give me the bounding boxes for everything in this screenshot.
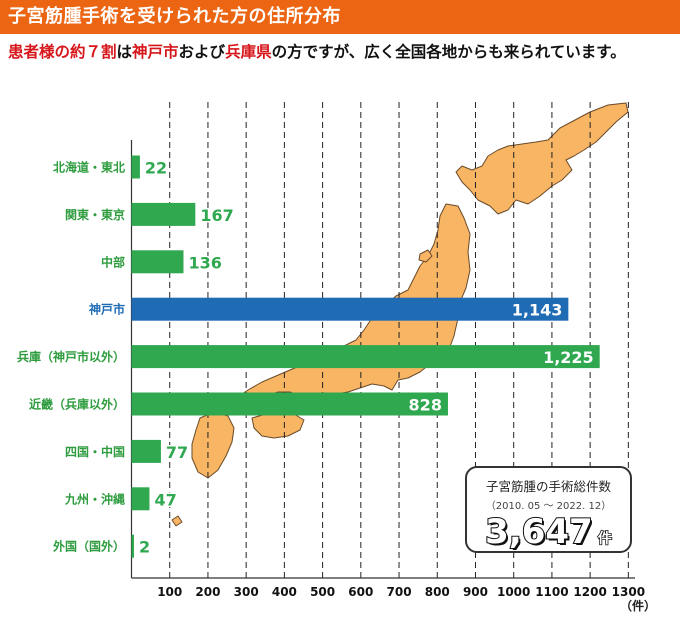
bar [131, 155, 140, 179]
x-tick-label: 1000 [497, 585, 530, 599]
total-period: （2010. 05 ～ 2022. 12） [485, 501, 612, 512]
x-tick-label: 300 [234, 585, 259, 599]
x-axis-unit: （件） [620, 598, 656, 613]
value-label: 828 [409, 396, 442, 415]
bar [131, 534, 134, 558]
value-labels: 22 167 136 1,143 1,225 828 77 47 2 [138, 157, 594, 558]
total-value: 3,647 [484, 511, 594, 553]
category-label: 四国・中国 [65, 444, 125, 459]
kyushu-shape [191, 411, 235, 479]
subtitle-text-3: の方ですが、広く全国各地からも来られています。 [271, 43, 626, 61]
sado-island-shape [418, 249, 433, 263]
subtitle: 患者様の約７割は神戸市および兵庫県の方ですが、広く全国各地からも来られています。 [8, 42, 672, 63]
hokkaido-shape [455, 102, 629, 215]
subtitle-text-1: は [116, 43, 133, 61]
category-label: 近畿（兵庫以外） [29, 397, 125, 412]
value-label: 136 [188, 253, 221, 272]
x-tick-label: 1100 [535, 585, 568, 599]
bar [131, 439, 161, 463]
category-label: 兵庫（神戸市以外） [17, 349, 125, 364]
okinawa-island-shape [171, 515, 183, 527]
category-label: 中部 [101, 254, 125, 269]
category-label: 関東・東京 [65, 207, 125, 222]
x-tick-labels: 100 200 300 400 500 600 700 800 900 1000 1100 1200 1… [157, 585, 645, 599]
x-tick-label: 400 [272, 585, 297, 599]
bars-group [131, 155, 600, 558]
category-label: 九州・沖縄 [64, 491, 125, 506]
bar [131, 202, 196, 226]
total-label: 子宮筋腫の手術総件数 [485, 479, 611, 494]
category-label: 北海道・東北 [53, 160, 125, 175]
subtitle-highlight-ratio: 患者様の約７割 [8, 43, 117, 61]
value-label: 22 [145, 159, 167, 178]
shikoku-shape [251, 411, 305, 439]
bar [131, 297, 569, 321]
x-tick-label: 1300 [612, 585, 645, 599]
subtitle-highlight-kobe: 神戸市 [132, 43, 179, 61]
category-label: 神戸市 [89, 302, 125, 317]
bar [131, 345, 600, 369]
value-label: 2 [139, 538, 150, 557]
bar [131, 392, 448, 416]
header-title: 子宮筋腫手術を受けられた方の住所分布 [8, 6, 341, 27]
total-unit: 件 [597, 530, 613, 548]
x-tick-label: 1200 [573, 585, 606, 599]
x-tick-label: 500 [310, 585, 335, 599]
value-label: 47 [154, 490, 176, 509]
subtitle-highlight-hyogo: 兵庫県 [225, 43, 272, 61]
x-tick-label: 800 [425, 585, 450, 599]
page-header: 子宮筋腫手術を受けられた方の住所分布 [0, 0, 680, 34]
category-label: 外国（国外） [53, 539, 125, 554]
x-tick-label: 900 [463, 585, 488, 599]
value-label: 1,225 [543, 348, 594, 367]
value-label: 167 [200, 206, 233, 225]
subtitle-text-2: および [178, 43, 226, 61]
x-tick-label: 600 [348, 585, 373, 599]
value-label: 77 [166, 443, 188, 462]
x-tick-label: 100 [157, 585, 182, 599]
bar [131, 250, 184, 274]
bar [131, 487, 150, 511]
x-tick-label: 700 [387, 585, 412, 599]
value-label: 1,143 [512, 301, 563, 320]
x-tick-label: 200 [195, 585, 220, 599]
total-value-row: 3,647 件 [467, 511, 630, 553]
total-count-box: 子宮筋腫の手術総件数 （2010. 05 ～ 2022. 12） 3,647 件 [465, 466, 632, 553]
